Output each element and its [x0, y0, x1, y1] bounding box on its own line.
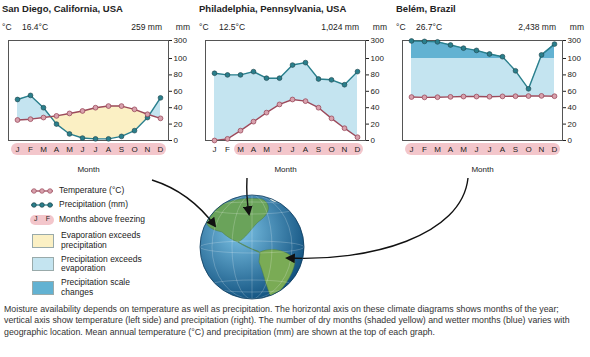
html-text:Precipitation exceeds evaporat: Precipitation exceeds evaporation	[61, 253, 142, 274]
svg-text:F: F	[422, 145, 427, 154]
svg-text:J: J	[291, 145, 295, 154]
html-text:Evaporation exceeds precipitat: Evaporation exceeds precipitation	[61, 230, 141, 250]
svg-text:J: J	[16, 145, 20, 154]
html-text:Moisture availability depends: Moisture availability depends on tempera…	[4, 304, 570, 337]
svg-text:O: O	[131, 145, 137, 154]
html-text:F: F	[45, 215, 50, 223]
svg-text:F: F	[28, 145, 33, 154]
html-text:259 mm: 259 mm	[131, 22, 162, 32]
svg-text:N: N	[342, 145, 348, 154]
svg-text:80: 80	[371, 70, 380, 79]
svg-text:40: 40	[371, 103, 380, 112]
svg-text:S: S	[316, 145, 321, 154]
svg-text:A: A	[251, 145, 257, 154]
svg-text:0: 0	[174, 136, 179, 145]
svg-text:J: J	[475, 145, 479, 154]
svg-text:S: S	[119, 145, 124, 154]
svg-text:60: 60	[568, 87, 577, 96]
svg-text:60: 60	[174, 87, 183, 96]
html-text:Months above freezing: Months above freezing	[59, 213, 145, 224]
html-text:°C: °C	[199, 22, 209, 32]
svg-text:Month: Month	[471, 165, 493, 174]
svg-text:100: 100	[371, 54, 385, 63]
svg-text:40: 40	[174, 103, 183, 112]
svg-text:80: 80	[568, 70, 577, 79]
svg-text:N: N	[145, 145, 151, 154]
html-text:mm: mm	[372, 22, 387, 32]
svg-text:J: J	[94, 145, 98, 154]
svg-text:300: 300	[371, 36, 385, 45]
svg-text:O: O	[525, 145, 531, 154]
html-text:°C: °C	[2, 22, 12, 32]
svg-text:J: J	[488, 145, 492, 154]
svg-text:40: 40	[568, 103, 577, 112]
html-text:Precipitation (mm): Precipitation (mm)	[59, 199, 128, 210]
svg-text:100: 100	[174, 54, 188, 63]
html-text:Temperature (°C): Temperature (°C)	[59, 185, 125, 196]
svg-text:M: M	[237, 145, 244, 154]
svg-text:J: J	[81, 145, 85, 154]
svg-text:J: J	[410, 145, 414, 154]
svg-text:M: M	[434, 145, 441, 154]
html-text:Precipitation scale changes: Precipitation scale changes	[61, 277, 130, 297]
svg-text:M: M	[263, 145, 270, 154]
svg-text:M: M	[66, 145, 73, 154]
svg-text:100: 100	[568, 54, 582, 63]
svg-text:20: 20	[174, 120, 183, 129]
svg-text:S: S	[513, 145, 518, 154]
svg-text:Month: Month	[77, 165, 99, 174]
svg-text:D: D	[355, 145, 361, 154]
svg-text:N: N	[539, 145, 545, 154]
svg-text:M: M	[40, 145, 47, 154]
svg-text:20: 20	[371, 120, 380, 129]
svg-text:80: 80	[174, 70, 183, 79]
html-text:Belém, Brazil: Belém, Brazil	[396, 3, 456, 14]
svg-text:20: 20	[568, 120, 577, 129]
svg-text:J: J	[278, 145, 282, 154]
svg-text:F: F	[225, 145, 230, 154]
html-text:26.7°C: 26.7°C	[416, 22, 443, 32]
html-text:mm: mm	[175, 22, 190, 32]
svg-text:300: 300	[568, 36, 582, 45]
html-text:16.4°C: 16.4°C	[22, 22, 49, 32]
svg-text:D: D	[158, 145, 164, 154]
html-text:12.5°C: 12.5°C	[219, 22, 246, 32]
svg-text:300: 300	[174, 36, 188, 45]
svg-text:A: A	[303, 145, 309, 154]
svg-text:0: 0	[568, 136, 573, 145]
svg-text:A: A	[106, 145, 112, 154]
svg-text:M: M	[460, 145, 467, 154]
html-text:2,438 mm: 2,438 mm	[518, 22, 556, 32]
svg-text:A: A	[500, 145, 506, 154]
svg-text:D: D	[552, 145, 558, 154]
svg-text:J: J	[213, 145, 217, 154]
html-text:Philadelphia, Pennsylvania, US: Philadelphia, Pennsylvania, USA	[199, 3, 347, 14]
svg-text:0: 0	[371, 136, 376, 145]
svg-text:O: O	[328, 145, 334, 154]
svg-text:A: A	[448, 145, 454, 154]
svg-text:60: 60	[371, 87, 380, 96]
svg-text:Month: Month	[274, 165, 296, 174]
html-text:mm: mm	[569, 22, 584, 32]
html-text:1,024 mm: 1,024 mm	[321, 22, 359, 32]
html-text:San Diego, California, USA: San Diego, California, USA	[2, 3, 123, 14]
html-text:J: J	[34, 215, 38, 223]
html-text:°C: °C	[396, 22, 406, 32]
svg-text:A: A	[54, 145, 60, 154]
